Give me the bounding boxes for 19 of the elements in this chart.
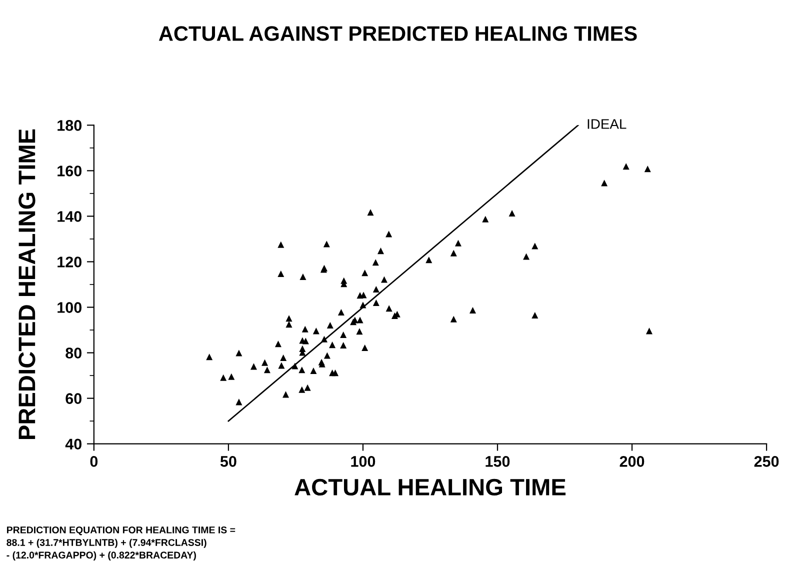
text: PREDICTION EQUATION FOR HEALING TIME IS = 88.1 + (31.7*HTBYLNTB) + (7.94*FRCLASSI) - (12.0*FRAGAPPO) + (0.822*BRACEDAY) bbox=[6, 526, 236, 560]
y-tick-label: 80 bbox=[66, 348, 82, 358]
annotation: IDEAL bbox=[588, 119, 626, 129]
x-tick-label: 50 bbox=[220, 456, 236, 467]
x-tick-label: 100 bbox=[351, 456, 376, 467]
y-axis-title: PREDICTED HEALING TIME bbox=[18, 129, 36, 440]
chart-title: ACTUAL AGAINST PREDICTED HEALING TIMES bbox=[158, 26, 637, 41]
y-tick-label: 100 bbox=[58, 302, 82, 313]
y-tick-label: 140 bbox=[58, 211, 82, 222]
y-tick-label: 120 bbox=[58, 256, 82, 268]
y-tick-label: 40 bbox=[65, 438, 82, 450]
y-tick-label: 160 bbox=[58, 166, 82, 176]
y-tick-label: 180 bbox=[58, 120, 82, 131]
x-tick-label: 250 bbox=[754, 456, 779, 467]
x-tick-label: 150 bbox=[486, 456, 510, 467]
y-tick-label: 60 bbox=[66, 393, 82, 404]
x-tick-label: 200 bbox=[620, 456, 644, 467]
x-tick-label: 0 bbox=[90, 456, 98, 467]
x-axis-title: ACTUAL HEALING TIME bbox=[294, 478, 566, 496]
